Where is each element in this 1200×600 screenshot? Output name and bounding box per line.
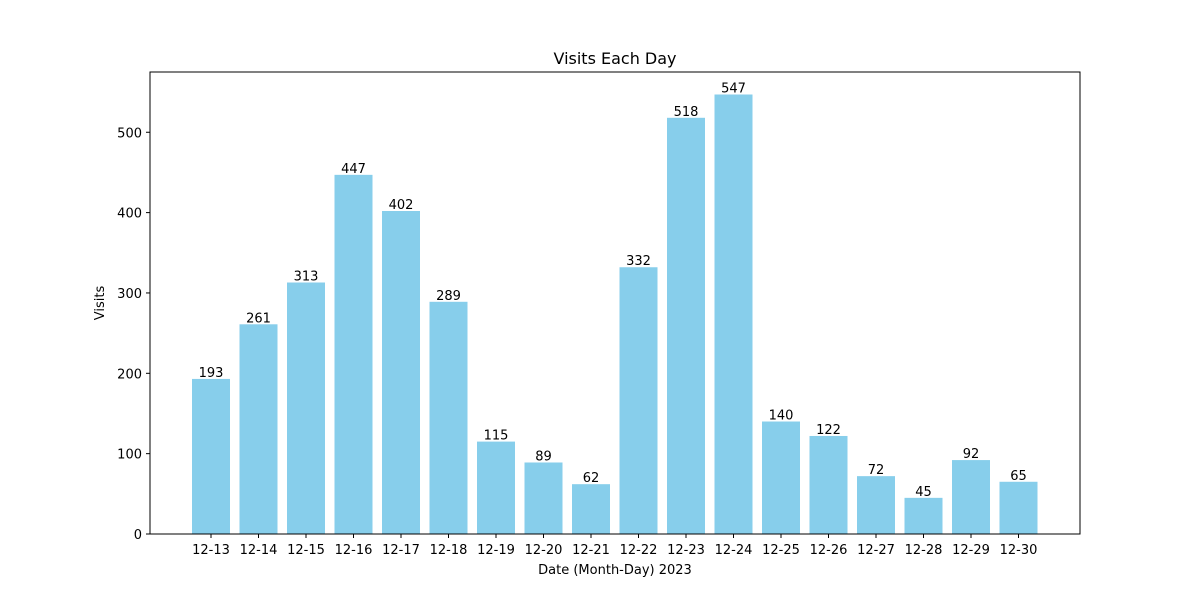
x-tick-label: 12-30 xyxy=(1000,543,1038,558)
bar xyxy=(952,460,990,534)
x-tick-label: 12-28 xyxy=(905,543,943,558)
data-label: 65 xyxy=(1010,469,1027,484)
data-label: 402 xyxy=(389,198,414,213)
x-tick-label: 12-26 xyxy=(810,543,848,558)
bars-group xyxy=(192,94,1038,535)
data-label: 289 xyxy=(436,289,461,304)
x-tick-label: 12-24 xyxy=(715,543,753,558)
y-tick-label: 300 xyxy=(117,287,142,302)
x-tick-label: 12-17 xyxy=(382,543,420,558)
x-tick-label: 12-22 xyxy=(620,543,658,558)
y-tick-label: 500 xyxy=(117,126,142,141)
x-tick-label: 12-29 xyxy=(952,543,990,558)
bar xyxy=(999,481,1038,534)
bar xyxy=(524,462,563,534)
data-label: 140 xyxy=(769,409,794,424)
bar xyxy=(239,324,278,534)
x-tick-label: 12-15 xyxy=(287,543,325,558)
data-label: 332 xyxy=(626,254,651,269)
data-label: 518 xyxy=(674,105,699,120)
data-label: 122 xyxy=(816,423,841,438)
y-tick-label: 400 xyxy=(117,207,142,222)
data-label: 62 xyxy=(583,471,600,486)
x-tick-label: 12-27 xyxy=(857,543,895,558)
y-axis: 0 100 200 300 400 500 xyxy=(117,126,150,543)
bar xyxy=(477,441,515,534)
plot-frame xyxy=(149,71,1081,535)
x-tick-label: 12-21 xyxy=(572,543,610,558)
bar xyxy=(857,476,895,534)
bar xyxy=(809,435,848,534)
data-label: 547 xyxy=(721,81,746,96)
data-label: 92 xyxy=(963,447,980,462)
y-axis-label: Visits xyxy=(93,286,108,321)
x-tick-label: 12-16 xyxy=(335,543,373,558)
bar xyxy=(667,117,705,534)
x-tick-label: 12-14 xyxy=(240,543,278,558)
data-label: 72 xyxy=(868,463,885,478)
bar xyxy=(192,378,230,534)
bar xyxy=(714,94,753,535)
data-label: 447 xyxy=(341,162,366,177)
x-tick-label: 12-13 xyxy=(192,543,230,558)
bar xyxy=(287,282,325,534)
bar xyxy=(429,301,468,534)
x-tick-label: 12-23 xyxy=(667,543,705,558)
bar xyxy=(762,421,800,534)
data-label: 193 xyxy=(199,366,224,381)
data-label: 89 xyxy=(535,449,552,464)
data-label: 45 xyxy=(915,485,932,500)
x-tick-label: 12-20 xyxy=(525,543,563,558)
data-labels-group: 193 261 313 447 402 289 115 89 62 332 518 547 140 122… xyxy=(199,81,1027,499)
x-axis: 12-13 12-14 12-15 12-16 12-17 12-18 12-19 12-20… xyxy=(192,534,1037,558)
bar xyxy=(904,497,943,534)
data-label: 115 xyxy=(484,429,509,444)
y-tick-label: 100 xyxy=(117,448,142,463)
bar xyxy=(619,267,658,534)
data-label: 313 xyxy=(294,270,319,285)
y-tick-label: 200 xyxy=(117,367,142,382)
x-tick-label: 12-19 xyxy=(477,543,515,558)
data-label: 261 xyxy=(246,311,271,326)
bar xyxy=(382,211,420,534)
y-tick-label: 0 xyxy=(134,528,142,543)
chart-title: Visits Each Day xyxy=(553,49,676,68)
x-tick-label: 12-18 xyxy=(430,543,468,558)
x-tick-label: 12-25 xyxy=(762,543,800,558)
x-axis-label: Date (Month-Day) 2023 xyxy=(538,563,692,578)
bar xyxy=(572,484,610,534)
bar xyxy=(334,174,373,534)
